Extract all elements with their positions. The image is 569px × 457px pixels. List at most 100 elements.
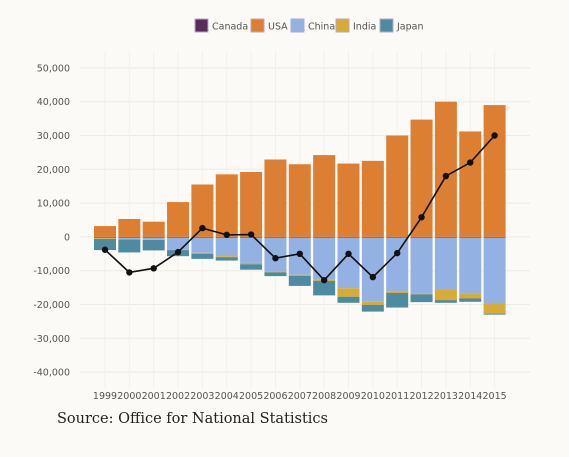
- bar-india: [118, 238, 141, 240]
- net-point: [272, 254, 279, 262]
- bar-india: [434, 289, 457, 301]
- x-tick-label: 2005: [239, 391, 263, 402]
- x-tick-label: 2006: [263, 391, 287, 402]
- net-point: [199, 224, 206, 232]
- bar-usa: [386, 135, 409, 237]
- x-tick-label: 2003: [190, 391, 214, 402]
- bar-usa: [142, 221, 165, 237]
- bar-canada: [434, 236, 457, 238]
- bar-usa: [483, 105, 506, 237]
- bar-japan: [459, 298, 482, 302]
- legend-label: USA: [268, 22, 288, 33]
- bar-japan: [483, 313, 506, 315]
- bar-china: [118, 237, 141, 239]
- x-tick-label: 2012: [409, 391, 433, 402]
- bar-canada: [313, 236, 336, 238]
- bar-china: [142, 237, 165, 240]
- net-point: [345, 250, 352, 257]
- bar-japan: [410, 294, 433, 303]
- bar-japan: [240, 264, 263, 270]
- bar-china: [240, 237, 263, 263]
- y-tick-label: 20,000: [37, 165, 70, 176]
- x-tick-label: 2004: [215, 391, 239, 402]
- bar-canada: [386, 236, 409, 238]
- bar-india: [142, 239, 165, 240]
- bar-japan: [191, 253, 214, 259]
- y-tick-label: 0: [64, 232, 70, 243]
- legend-label: Japan: [396, 22, 424, 33]
- bar-canada: [459, 236, 482, 238]
- bar-canada: [191, 236, 214, 238]
- bar-india: [264, 271, 287, 273]
- bar-usa: [94, 226, 116, 237]
- x-tick-label: 2002: [166, 391, 190, 402]
- bar-usa: [459, 131, 482, 237]
- net-point: [126, 269, 133, 276]
- bar-japan: [313, 280, 336, 296]
- bar-canada: [288, 236, 311, 238]
- bar-usa: [337, 163, 360, 237]
- bar-japan: [142, 239, 165, 251]
- bar-india: [459, 293, 482, 299]
- x-tick-label: 2009: [336, 391, 360, 402]
- bar-usa: [288, 164, 311, 237]
- bar-usa: [240, 172, 263, 237]
- bar-usa: [313, 155, 336, 237]
- x-tick-label: 2011: [385, 391, 409, 402]
- bar-canada: [410, 236, 433, 238]
- bar-usa: [167, 202, 190, 237]
- legend: Canada USA China India Japan: [194, 18, 424, 33]
- bar-china: [361, 237, 384, 302]
- x-tick-label: 2000: [117, 391, 141, 402]
- bar-china: [410, 237, 433, 294]
- legend-swatch: [194, 18, 209, 33]
- y-tick-label: 10,000: [37, 199, 70, 210]
- legend-item-china: China: [290, 18, 335, 33]
- legend-item-india: India: [335, 18, 376, 33]
- bar-canada: [142, 236, 165, 238]
- net-point: [101, 246, 109, 253]
- bar-canada: [94, 236, 116, 238]
- y-tick-label: -40,000: [33, 368, 70, 379]
- bar-china: [191, 237, 214, 253]
- net-point: [174, 248, 182, 256]
- legend-swatch: [250, 18, 265, 33]
- bar-usa: [118, 218, 141, 237]
- bar-canada: [118, 236, 141, 238]
- net-point: [223, 231, 230, 239]
- net-point: [394, 249, 401, 257]
- y-tick-label: -10,000: [33, 266, 70, 277]
- net-point: [467, 159, 474, 166]
- net-point: [320, 276, 328, 284]
- source-note: Source: Office for National Statistics: [57, 411, 328, 427]
- bar-usa: [191, 184, 214, 237]
- bar-india: [337, 288, 360, 297]
- bar-china: [386, 237, 409, 292]
- x-tick-label: 1999: [93, 391, 117, 402]
- bar-canada: [483, 236, 506, 238]
- legend-swatch: [290, 18, 305, 33]
- bar-china: [94, 237, 116, 239]
- y-tick-label: 40,000: [37, 97, 70, 108]
- bar-japan: [361, 304, 384, 312]
- legend-swatch: [335, 18, 350, 33]
- bar-india: [386, 291, 409, 294]
- bar-japan: [386, 293, 409, 308]
- net-point: [491, 132, 498, 139]
- bar-china: [459, 237, 482, 294]
- bar-china: [264, 237, 287, 272]
- y-tick-label: -20,000: [33, 300, 70, 311]
- bar-usa: [361, 160, 384, 237]
- bar-usa: [215, 174, 238, 237]
- bar-india: [191, 252, 214, 254]
- bar-japan: [264, 272, 287, 277]
- bar-china: [167, 237, 190, 250]
- bar-india: [288, 274, 311, 276]
- net-point: [150, 265, 157, 272]
- bar-canada: [337, 236, 360, 238]
- net-point: [418, 214, 425, 221]
- y-tick-label: -30,000: [33, 334, 70, 345]
- bar-china: [483, 237, 506, 304]
- bar-japan: [337, 296, 360, 303]
